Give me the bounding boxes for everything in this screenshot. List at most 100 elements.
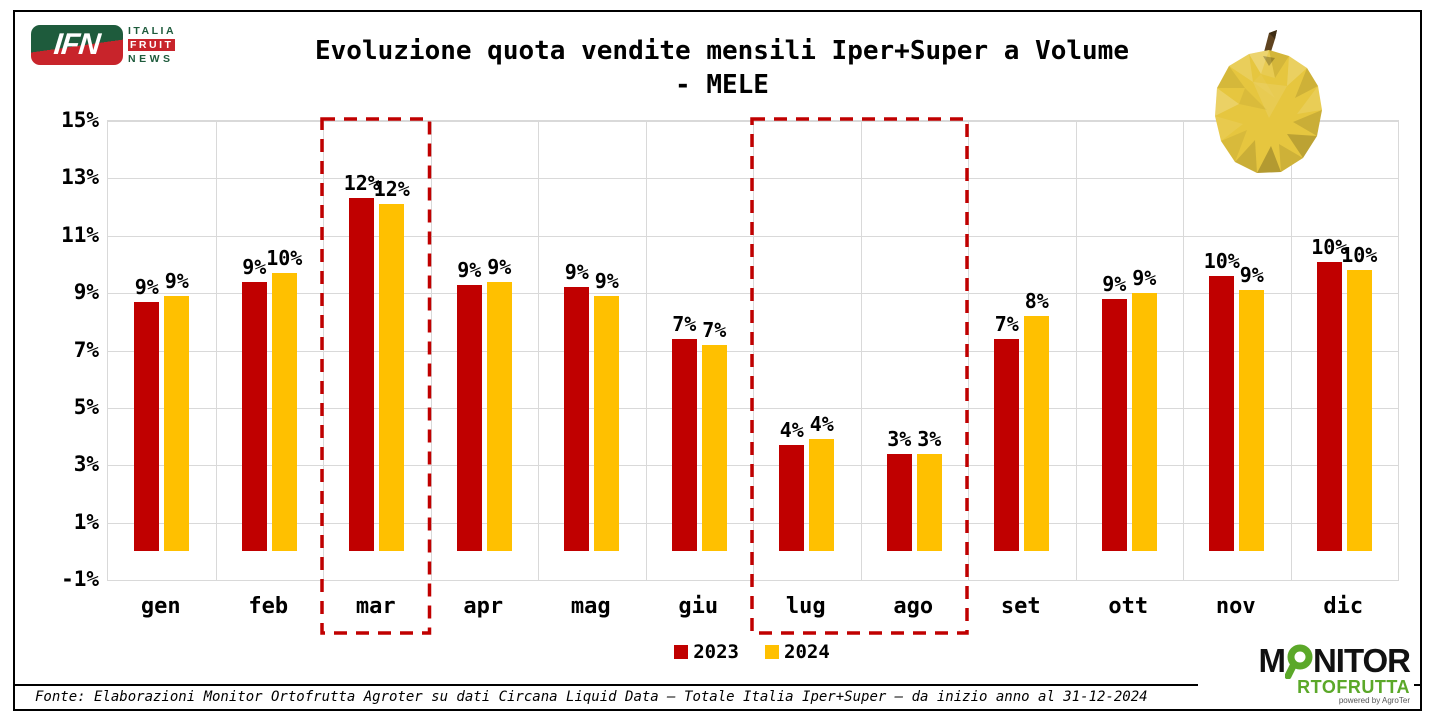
x-tick-label-nov: nov (1215, 594, 1256, 619)
gridline-v (753, 121, 754, 580)
footer-divider (15, 684, 1420, 686)
bar-2024-gen (164, 296, 190, 552)
bar-2023-lug (779, 445, 805, 552)
ortofrutta-wordmark: RTOFRUTTA (1297, 677, 1410, 697)
bar-2023-feb (241, 281, 267, 552)
gridline-v (1075, 121, 1077, 580)
bar-value-2024-mag: 9% (594, 268, 619, 293)
chart-frame: IFN ITALIA FRUIT NEWS Evoluzione quota v… (13, 10, 1422, 711)
bar-2023-giu (671, 339, 697, 552)
x-tick-label-mag: mag (570, 594, 611, 619)
bar-value-2023-mag: 9% (564, 260, 589, 285)
x-tick-label-giu: giu (678, 594, 719, 619)
chart-title: Evoluzione quota vendite mensili Iper+Su… (229, 34, 1215, 102)
source-note: Fonte: Elaborazioni Monitor Ortofrutta A… (35, 689, 1148, 705)
ifn-logo-news: NEWS (128, 53, 174, 65)
bar-2023-gen (134, 301, 160, 552)
bar-value-2023-giu: 7% (672, 312, 697, 337)
bar-value-2023-apr: 9% (457, 257, 482, 282)
gridline-v (860, 121, 862, 580)
bar-2023-nov (1209, 275, 1235, 552)
y-tick-label: 1% (73, 509, 99, 534)
chart-title-line1: Evoluzione quota vendite mensili Iper+Su… (315, 36, 1129, 66)
bar-value-2023-set: 7% (994, 312, 1019, 337)
ifn-logo-fruit: FRUIT (128, 39, 176, 51)
y-tick-label: 5% (73, 394, 99, 419)
bar-2023-set (994, 339, 1020, 552)
monitor-letter-m: M (1258, 642, 1285, 679)
powered-by-agroter: powered by AgroTer (1338, 696, 1410, 705)
gridline-v (1290, 121, 1292, 580)
x-tick-label-lug: lug (785, 594, 826, 619)
legend-label-2024: 2024 (784, 641, 830, 663)
bar-2023-dic (1316, 261, 1342, 552)
x-tick-label-ago: ago (893, 594, 934, 619)
x-tick-label-mar: mar (355, 594, 396, 619)
y-tick-label: -1% (61, 567, 99, 591)
y-tick-label: 11% (61, 222, 99, 247)
bar-2023-mar (349, 198, 375, 552)
bar-value-2024-dic: 10% (1341, 243, 1378, 268)
x-tick-label-ott: ott (1108, 594, 1149, 619)
bar-value-2023-dic: 10% (1311, 234, 1348, 259)
plot-area: 9% 9% 12% 9% 9% 7% 4% 3% 7% 9% 10% 10% 9% 10% 12% 9% 9% 7… (107, 120, 1399, 581)
bar-value-2023-gen: 9% (134, 274, 159, 299)
x-tick-label-dic: dic (1323, 594, 1364, 619)
y-tick-label: 15% (61, 108, 99, 132)
gridline-v (538, 121, 539, 580)
legend-swatch-2023 (674, 645, 689, 659)
bar-value-2024-mar: 12% (373, 177, 410, 202)
bar-value-2023-feb: 9% (242, 254, 267, 279)
bar-2024-apr (486, 281, 512, 552)
bar-value-2024-feb: 10% (266, 246, 303, 271)
x-tick-label-apr: apr (463, 594, 504, 619)
bar-value-2024-gen: 9% (164, 268, 189, 293)
bar-2023-ago (886, 453, 912, 552)
bar-2024-ott (1131, 293, 1157, 552)
bar-2023-mag (564, 287, 590, 552)
bar-2024-dic (1346, 270, 1372, 552)
monitor-wordmark: M NITOR (1202, 642, 1411, 679)
bar-value-2024-set: 8% (1024, 289, 1049, 314)
bar-2024-ago (916, 453, 942, 552)
chart-title-line2: - MELE (675, 70, 769, 100)
y-tick-label: 7% (73, 337, 99, 362)
bar-2024-mar (379, 204, 405, 552)
ifn-logo: IFN ITALIA FRUIT NEWS (31, 25, 176, 65)
bar-value-2024-nov: 9% (1239, 263, 1264, 288)
bar-2024-feb (271, 273, 297, 552)
ifn-logo-wordmark: ITALIA FRUIT NEWS (128, 25, 176, 65)
gridline-v (968, 121, 969, 580)
bar-2023-apr (456, 284, 482, 552)
x-tick-label-feb: feb (248, 594, 289, 619)
legend-item-2024: 2024 (765, 641, 830, 663)
bar-2024-mag (594, 296, 620, 552)
gridline-h (108, 580, 1398, 581)
ifn-logo-abbr: IFN (52, 28, 102, 61)
gridline-v (215, 121, 217, 580)
y-tick-label: 9% (73, 280, 99, 305)
bar-2024-set (1024, 316, 1050, 552)
chart-legend: 2023 2024 (107, 641, 1397, 663)
gridline-v (1183, 121, 1184, 580)
legend-label-2023: 2023 (693, 641, 739, 663)
monitor-letters-nitor: NITOR (1312, 642, 1411, 679)
bar-value-2024-lug: 4% (809, 412, 834, 437)
legend-item-2023: 2023 (674, 641, 739, 663)
x-tick-label-set: set (1000, 594, 1041, 619)
legend-swatch-2024 (765, 645, 779, 659)
monitor-ortofrutta-logo: M NITOR RTOFRUTTA powered by AgroTer (1198, 641, 1414, 707)
ifn-logo-italia: ITALIA (128, 25, 177, 37)
y-tick-label: 3% (73, 452, 99, 477)
gridline-v (645, 121, 647, 580)
magnifier-icon (1284, 644, 1313, 679)
bar-2024-lug (809, 439, 835, 552)
bar-2024-nov (1239, 290, 1265, 552)
bar-value-2023-ott: 9% (1102, 271, 1127, 296)
bar-value-2024-ago: 3% (917, 426, 942, 451)
bar-2024-giu (701, 344, 727, 552)
x-tick-label-gen: gen (140, 594, 181, 619)
ifn-logo-badge: IFN (31, 25, 123, 65)
bar-value-2024-apr: 9% (487, 254, 512, 279)
bar-value-2023-nov: 10% (1203, 248, 1240, 273)
